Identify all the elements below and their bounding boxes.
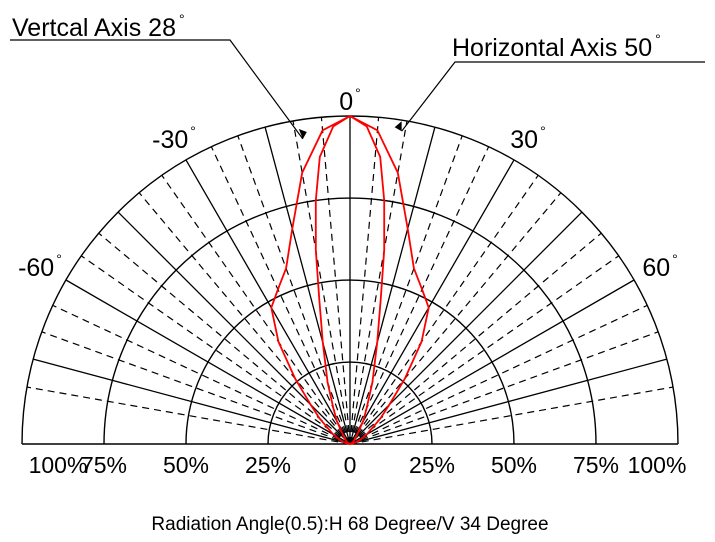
grid-spoke-dashed xyxy=(349,135,463,445)
grid-spoke-dashed xyxy=(349,146,490,445)
grid-spoke-solid xyxy=(349,279,635,445)
annotations: Vertcal Axis 28 ° Horizontal Axis 50 ° xyxy=(10,11,705,140)
radial-label: 75% xyxy=(81,452,127,478)
grid-spoke-dashed xyxy=(292,120,351,445)
grid-spoke-dashed xyxy=(210,146,351,445)
angle-label-60: 60 ° xyxy=(642,251,677,282)
radial-label: 100% xyxy=(29,452,88,478)
grid-spoke-dashed xyxy=(349,117,380,445)
series-vertical xyxy=(314,115,386,445)
radiation-angle-caption: Radiation Angle(0.5):H 68 Degree/V 34 De… xyxy=(151,514,548,535)
grid-spoke-dashed xyxy=(349,192,562,445)
annotation-horizontal-axis: Horizontal Axis 50 ° xyxy=(452,31,661,62)
grid-spoke-dashed xyxy=(161,174,351,445)
grid-spoke-dashed xyxy=(26,386,351,445)
grid-spoke-solid xyxy=(349,358,667,445)
angle-label-0: 0 ° xyxy=(339,85,361,116)
grid-spoke-dashed xyxy=(349,120,408,445)
grid-spoke-dashed xyxy=(349,174,539,445)
grid-spoke-solid xyxy=(185,159,351,445)
grid-spoke-solid xyxy=(349,159,515,445)
grid-spoke-dashed xyxy=(52,304,351,445)
annotation-horizontal-arrow xyxy=(394,121,402,132)
grid-spoke-dashed xyxy=(320,117,351,445)
annotation-vertical-axis: Vertcal Axis 28 ° xyxy=(12,11,185,42)
axis-labels: 0 °-30 ° 30 °-60 ° 60 °100%75% 50% 25% 0 25% 50% 75% 1… xyxy=(18,85,686,478)
radial-label: 25% xyxy=(245,452,291,478)
grid-spoke-solid xyxy=(349,127,436,445)
grid-spoke-dashed xyxy=(349,304,648,445)
annotation-horizontal-leader xyxy=(401,61,705,132)
angle-label-30: 30 ° xyxy=(510,123,545,154)
radial-label: 0 xyxy=(344,452,357,478)
grid-spoke-solid xyxy=(65,279,351,445)
radial-label: 75% xyxy=(573,452,619,478)
grid-spoke-dashed xyxy=(349,232,602,445)
grid-spoke-dashed xyxy=(41,331,351,445)
grid-spoke-dashed xyxy=(98,232,351,445)
grid-spoke-dashed xyxy=(349,386,674,445)
grid-spoke-dashed xyxy=(349,255,620,445)
radial-label: 50% xyxy=(163,452,209,478)
radial-label: 50% xyxy=(491,452,537,478)
grid-spoke-solid xyxy=(33,358,351,445)
grid-spoke-dashed xyxy=(80,255,351,445)
angle-label-neg60: -60 ° xyxy=(18,251,62,282)
grid-spoke-dashed xyxy=(349,331,659,445)
radiation-curves xyxy=(270,115,430,445)
radial-label: 25% xyxy=(409,452,455,478)
grid-spoke-dashed xyxy=(138,192,351,445)
annotation-vertical-arrow xyxy=(298,128,307,139)
grid-spoke-dashed xyxy=(237,135,351,445)
angle-label-neg30: -30 ° xyxy=(152,123,196,154)
grid-spoke-solid xyxy=(264,127,351,445)
radial-label: 100% xyxy=(628,452,687,478)
polar-grid xyxy=(21,115,679,445)
annotation-vertical-leader xyxy=(10,39,304,140)
